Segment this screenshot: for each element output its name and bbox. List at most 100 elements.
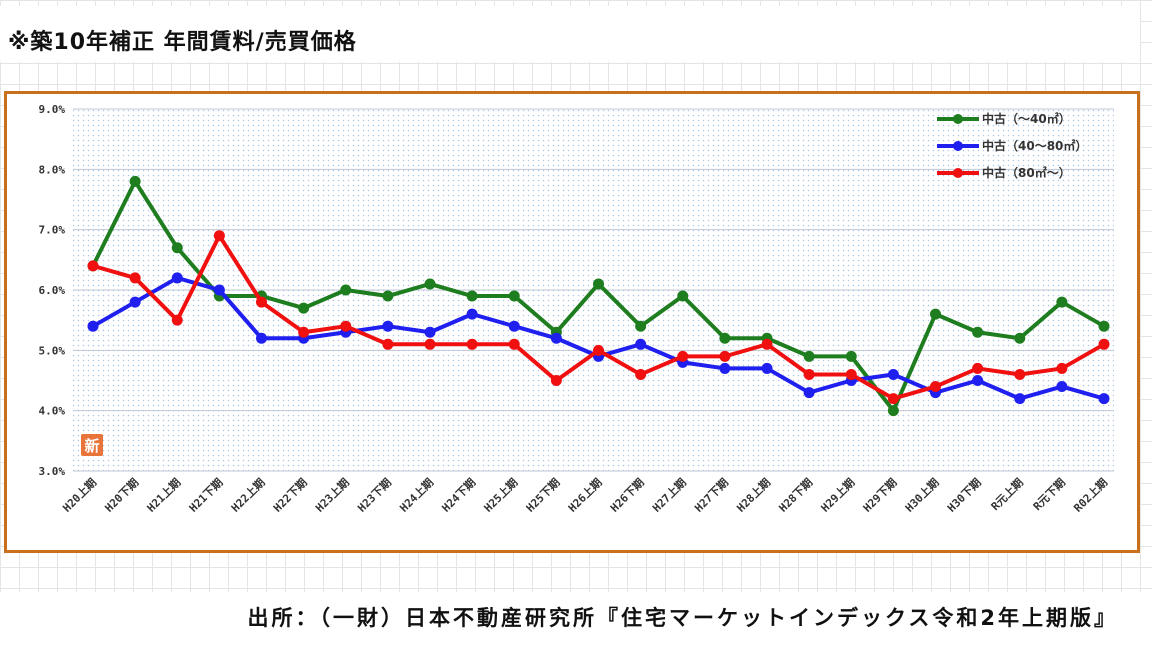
page-title: ※築10年補正 年間賃料/売買価格 [8, 30, 357, 55]
x-tick-label: H26下期 [607, 475, 647, 515]
x-tick-label: R元上期 [988, 475, 1026, 513]
x-tick-label: R02上期 [1071, 475, 1111, 515]
line-chart: 9.0%8.0%7.0%6.0%5.0%4.0%3.0% H20上期 H20下期 H… [39, 103, 1114, 515]
data-point[interactable] [129, 272, 141, 284]
data-point[interactable] [256, 332, 267, 344]
data-point[interactable] [171, 314, 183, 326]
x-tick-label: H21上期 [144, 475, 184, 515]
series-group [87, 175, 1110, 417]
y-tick-label: 6.0% [39, 284, 66, 297]
data-point[interactable] [466, 308, 478, 320]
legend-label: 中古（～40㎡） [982, 111, 1071, 126]
data-point[interactable] [340, 284, 352, 296]
data-point[interactable] [424, 326, 436, 338]
data-point[interactable] [466, 290, 478, 302]
chart-frame[interactable]: 9.0% 8.0% 7.0% 6.0% 5.0% 4.0% 3.0% H20上期 H20下期 H… [4, 91, 1140, 553]
data-point[interactable] [930, 381, 941, 393]
x-tick-label: H24下期 [439, 475, 479, 515]
data-point[interactable] [508, 290, 520, 302]
data-point[interactable] [635, 368, 647, 380]
data-point[interactable] [719, 362, 731, 374]
data-point[interactable] [213, 230, 225, 242]
data-point[interactable] [424, 278, 436, 290]
data-point[interactable] [593, 278, 604, 290]
data-point[interactable] [1056, 296, 1068, 308]
data-point[interactable] [761, 362, 773, 374]
y-tick-label: 9.0% [39, 103, 66, 116]
data-point[interactable] [972, 375, 984, 386]
data-point[interactable] [1098, 338, 1110, 350]
legend-swatch-marker [953, 141, 963, 151]
data-point[interactable] [719, 332, 731, 344]
series-group [87, 230, 1110, 405]
data-point[interactable] [635, 338, 647, 350]
x-tick-label: H29下期 [860, 475, 900, 515]
data-point[interactable] [171, 242, 183, 254]
data-point[interactable] [677, 290, 689, 302]
new-badge-label: 新 [84, 437, 99, 455]
data-point[interactable] [887, 368, 899, 380]
data-point[interactable] [340, 320, 352, 332]
data-point[interactable] [845, 368, 857, 380]
data-point[interactable] [1056, 362, 1068, 374]
x-tick-label: H26上期 [565, 475, 605, 515]
data-point[interactable] [424, 338, 436, 350]
data-point[interactable] [1098, 393, 1110, 405]
new-badge-icon [81, 434, 103, 456]
data-point[interactable] [635, 320, 647, 332]
data-point[interactable] [129, 175, 141, 187]
data-point[interactable] [1014, 368, 1026, 380]
data-point[interactable] [972, 362, 984, 374]
data-point[interactable] [930, 308, 941, 320]
data-point[interactable] [1014, 393, 1026, 405]
data-point[interactable] [382, 290, 394, 302]
data-point[interactable] [382, 338, 394, 350]
data-point[interactable] [382, 320, 394, 332]
data-point[interactable] [171, 272, 183, 284]
data-point[interactable] [508, 338, 520, 350]
data-point[interactable] [1056, 381, 1068, 393]
data-point[interactable] [87, 320, 99, 332]
x-tick-label: H21下期 [186, 475, 226, 515]
data-point[interactable] [803, 350, 815, 362]
y-tick-label: 3.0% [39, 465, 66, 478]
legend-label: 中古（40～80㎡） [982, 138, 1087, 153]
data-point[interactable] [1014, 332, 1026, 344]
data-point[interactable] [1098, 320, 1110, 332]
x-tick-label: H20上期 [60, 475, 100, 515]
data-point[interactable] [972, 326, 984, 338]
x-tick-label: H25下期 [523, 475, 563, 515]
legend-item: 中古（40～80㎡） [937, 138, 1087, 153]
data-point[interactable] [550, 375, 562, 386]
data-point[interactable] [466, 338, 478, 350]
legend-label: 中古（80㎡～） [982, 165, 1071, 180]
data-point[interactable] [887, 405, 899, 417]
data-point[interactable] [593, 344, 604, 356]
data-point[interactable] [719, 350, 731, 362]
data-point[interactable] [129, 296, 141, 308]
data-point[interactable] [550, 332, 562, 344]
data-point[interactable] [677, 350, 689, 362]
x-tick-label: H29上期 [818, 475, 858, 515]
x-tick-label: H24上期 [397, 475, 437, 515]
x-tick-label: H30上期 [902, 475, 942, 515]
data-point[interactable] [256, 296, 267, 308]
data-point[interactable] [803, 368, 815, 380]
data-point[interactable] [213, 284, 225, 296]
x-tick-label: H28下期 [776, 475, 816, 515]
y-tick-label: 4.0% [39, 405, 66, 418]
data-point[interactable] [761, 338, 773, 350]
data-point[interactable] [298, 326, 310, 338]
x-tick-label: H23下期 [354, 475, 394, 515]
data-point[interactable] [508, 320, 520, 332]
x-tick-label: H27下期 [691, 475, 731, 515]
data-point[interactable] [298, 302, 310, 314]
footer-band: 出所：（一財）日本不動産研究所『住宅マーケットインデックス令和2年上期版』 [0, 592, 1152, 647]
x-tick-label: H23上期 [312, 475, 352, 515]
title-band: ※築10年補正 年間賃料/売買価格 [0, 6, 1140, 62]
data-point[interactable] [845, 350, 857, 362]
data-point[interactable] [803, 387, 815, 399]
data-point[interactable] [887, 393, 899, 405]
x-tick-label: H22上期 [228, 475, 268, 515]
data-point[interactable] [87, 260, 99, 272]
